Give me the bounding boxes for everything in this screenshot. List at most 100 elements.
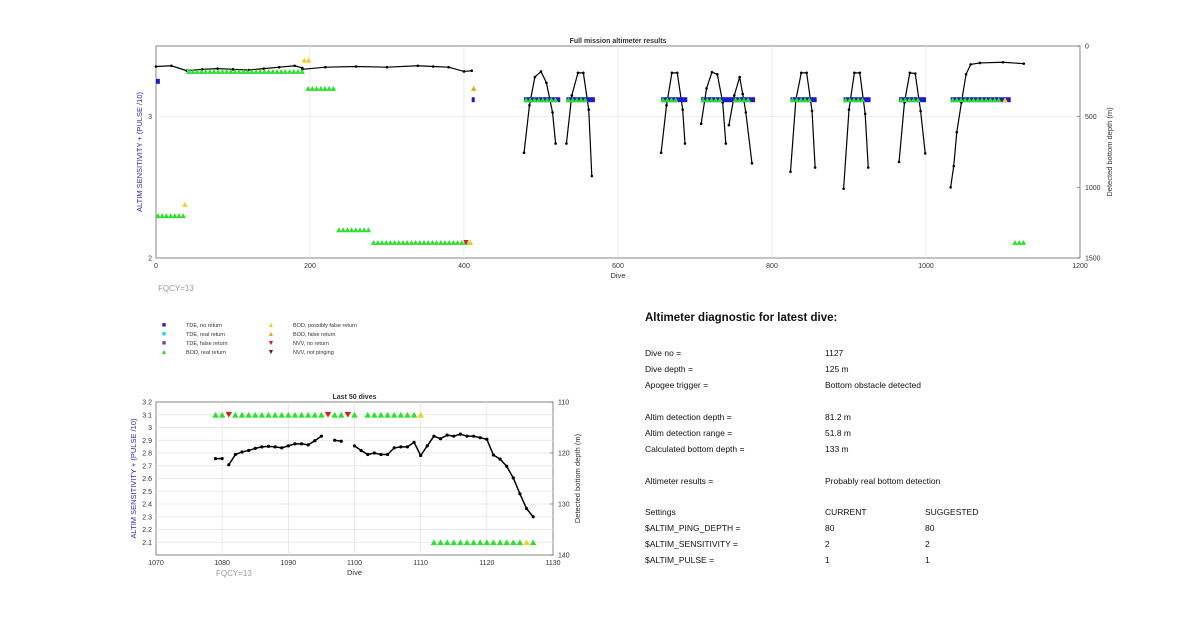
top-marker-triangle — [211, 68, 217, 74]
top-marker-triangle — [741, 97, 747, 103]
bottom-marker-triangle — [377, 411, 385, 418]
top-marker-triangle — [996, 97, 1002, 103]
top-marker-triangle — [202, 68, 209, 74]
top-marker-triangle — [851, 97, 857, 103]
top-marker-triangle — [291, 68, 297, 74]
bottom-marker-triangle — [490, 539, 497, 546]
bottom-marker-triangle — [311, 411, 319, 418]
bottom-marker-triangle — [304, 411, 312, 418]
top-marker-triangle — [305, 85, 311, 91]
legend-triangle-down-icon: ▼ — [267, 349, 275, 356]
top-depth-point — [978, 61, 982, 65]
bottom-depth-point — [531, 515, 535, 519]
bottom-depth-point — [319, 434, 324, 438]
top-marker-tde — [661, 97, 688, 103]
top-marker-triangle — [172, 213, 178, 219]
top-marker-triangle — [552, 97, 559, 103]
bottom-marker-triangle — [298, 411, 305, 418]
top-marker-triangle — [745, 97, 751, 103]
top-marker-triangle — [459, 239, 465, 245]
bottom-x-tick-label: 1130 — [545, 560, 560, 567]
top-marker-triangle — [467, 239, 473, 245]
bottom-depth-point — [293, 442, 297, 446]
top-marker-triangle — [391, 239, 398, 245]
bottom-y-tick-label: 2.6 — [142, 476, 152, 483]
top-marker-triangle — [898, 97, 904, 103]
top-marker-triangle — [470, 85, 477, 91]
top-marker-triangle — [265, 68, 272, 74]
top-marker-triangle — [244, 68, 251, 74]
top-marker-triangle — [847, 97, 853, 103]
top-x-tick-label: 600 — [612, 263, 624, 270]
top-depth-point — [665, 104, 668, 107]
bottom-marker-triangle — [218, 411, 226, 418]
bottom-depth-point — [339, 439, 343, 443]
top-depth-point — [710, 70, 714, 74]
top-marker-triangle — [326, 85, 332, 91]
top-depth-point — [470, 69, 474, 73]
top-depth-point — [683, 142, 687, 145]
top-depth-point — [533, 75, 537, 79]
bottom-y2-tick-label: 130 — [558, 502, 570, 509]
bottom-marker-triangle — [410, 411, 418, 418]
bottom-depth-point — [412, 440, 416, 444]
bottom-depth-point — [511, 476, 515, 480]
bottom-depth-point — [472, 434, 476, 438]
bottom-depth-point — [333, 438, 337, 442]
diagnostic-title: Altimeter diagnostic for latest dive: — [645, 312, 838, 324]
top-marker-triangle — [910, 97, 917, 103]
bottom-x-tick-label: 1120 — [479, 560, 494, 567]
top-marker-triangle — [902, 97, 908, 103]
diagnostic-panel: Altimeter diagnostic for latest dive: Di… — [645, 312, 1125, 565]
bottom-x-tick-label: 1110 — [413, 560, 428, 567]
top-depth-point — [908, 71, 912, 75]
top-depth-line — [660, 72, 686, 153]
top-marker-triangle — [540, 97, 546, 103]
top-x-axis-label: Dive — [610, 271, 625, 280]
bottom-marker-triangle — [271, 411, 279, 418]
top-depth-point — [324, 65, 327, 69]
top-marker-triangle — [379, 239, 385, 245]
top-marker-triangle — [176, 213, 182, 219]
top-marker-triangle — [429, 239, 436, 245]
bottom-depth-point — [392, 446, 396, 450]
legend-triangle-up-icon: ▲ — [160, 349, 168, 356]
top-marker-triangle — [732, 97, 739, 103]
top-y-axis-label: ALTIM SENSITIVITY + (PULSE /10) — [135, 92, 144, 212]
top-marker-triangle — [906, 97, 913, 103]
bottom-depth-point — [491, 453, 496, 457]
top-marker-triangle — [219, 68, 226, 74]
bottom-marker-triangle — [510, 539, 517, 546]
bottom-marker-triangle — [384, 411, 391, 418]
top-marker-triangle — [318, 85, 324, 91]
bottom-marker-triangle — [245, 411, 252, 418]
top-depth-point — [551, 111, 554, 114]
top-depth-line — [789, 72, 816, 172]
top-x-tick-label: 800 — [766, 263, 778, 270]
bottom-marker-triangle — [324, 411, 332, 418]
top-marker-triangle — [180, 213, 186, 219]
top-depth-point — [913, 72, 917, 75]
bottom-y2-tick-label: 120 — [558, 451, 570, 458]
top-marker-triangle — [672, 97, 679, 103]
top-y2-tick-label: 500 — [1085, 114, 1097, 121]
top-marker-triangle — [442, 239, 448, 245]
top-depth-point — [955, 130, 959, 134]
bottom-marker-triangle — [516, 539, 524, 546]
top-depth-point — [789, 170, 792, 174]
top-marker-triangle — [412, 239, 419, 245]
top-depth-point — [582, 71, 585, 75]
top-marker-triangle — [970, 97, 977, 103]
top-marker-triangle — [299, 68, 305, 74]
bottom-depth-point — [273, 445, 277, 449]
top-marker-triangle — [708, 97, 715, 103]
top-x-tick-label: 1000 — [918, 263, 934, 270]
top-chart-title: Full mission altimeter results — [570, 38, 667, 45]
bottom-x-tick-label: 1070 — [148, 560, 164, 567]
bottom-depth-point — [379, 452, 383, 457]
top-marker-triangle — [270, 68, 276, 74]
top-marker-triangle — [305, 57, 312, 63]
top-marker-triangle — [806, 97, 813, 103]
bottom-depth-point — [372, 451, 376, 455]
